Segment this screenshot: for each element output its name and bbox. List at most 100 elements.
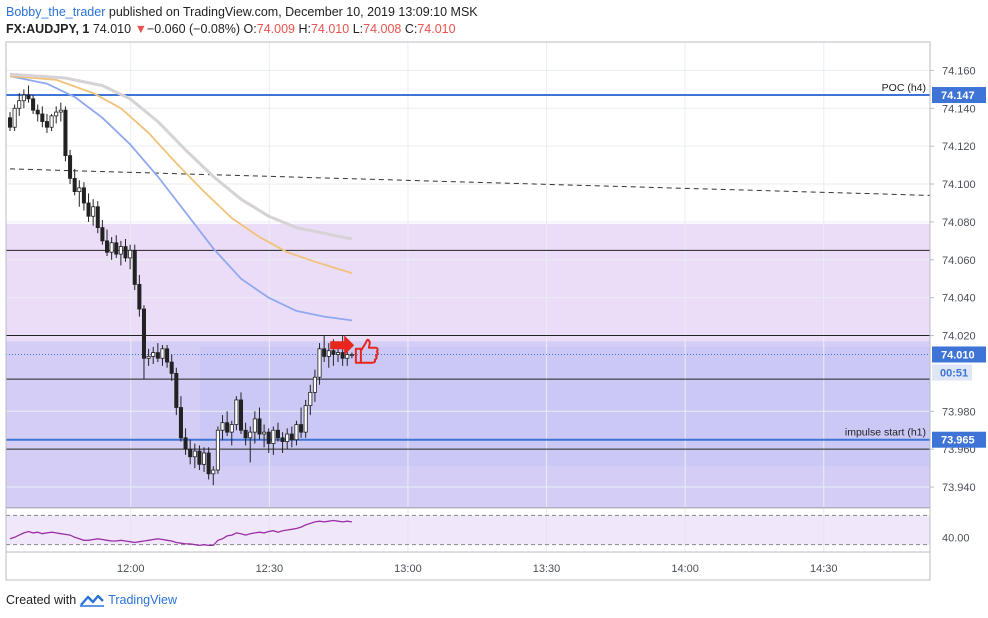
moving-average-ma_fast — [9, 75, 353, 322]
axes-layer: 74.160 74.140 74.120 74.100 74.080 74.060 74.0… — [5, 41, 986, 581]
candle-body-22 — [109, 242, 114, 253]
footer: Created with TradingView — [6, 593, 177, 607]
candle-body-13 — [68, 155, 73, 179]
candle-body-3 — [21, 94, 26, 102]
candle-body-38 — [183, 437, 188, 450]
candle-body-25 — [123, 246, 128, 259]
candle-body-19 — [95, 206, 100, 229]
candle-body-59 — [280, 437, 285, 443]
candle-body-54 — [257, 418, 262, 435]
candle-body-63 — [299, 424, 304, 433]
red-arrow-icon — [330, 335, 355, 356]
candle-body-9 — [49, 115, 54, 128]
candle-body-43 — [206, 452, 211, 475]
x-tick-label-4: 14:00 — [671, 563, 699, 575]
current-price-tag-text: 74.010 — [941, 349, 975, 361]
candle-body-40 — [192, 450, 197, 458]
candle-body-34 — [165, 348, 170, 363]
open-value: 74.009 — [256, 22, 295, 36]
countdown-tag — [932, 364, 972, 381]
y-tick-label-0: 74.160 — [942, 65, 976, 77]
y-tick-label-7: 74.020 — [942, 331, 976, 343]
change-value: −0.060 (−0.08%) — [146, 22, 241, 36]
x-tick-label-2: 13:00 — [394, 563, 422, 575]
y-tick-label-6: 74.040 — [942, 293, 976, 305]
candle-body-8 — [44, 121, 49, 128]
y-tick-label-3: 74.100 — [942, 179, 976, 191]
annotations-layer — [330, 335, 379, 364]
low-value: 74.008 — [363, 22, 402, 36]
moving-averages-layer — [9, 72, 353, 322]
tradingview-brand-link[interactable]: TradingView — [108, 593, 177, 607]
candle-body-74 — [349, 354, 354, 356]
candle-body-64 — [303, 405, 308, 433]
y-tick-label-8: 73.980 — [942, 406, 976, 418]
close-label: C: — [404, 22, 418, 36]
candle-body-23 — [114, 242, 119, 255]
published-text: published on TradingView.com, December 1… — [108, 5, 478, 19]
level-price-tag-text-1: 73.965 — [941, 435, 975, 447]
candle-body-42 — [202, 452, 207, 465]
y-tick-label-10: 73.940 — [942, 482, 976, 494]
candle-body-4 — [26, 94, 31, 100]
level-price-tag-text-0: 74.147 — [941, 90, 975, 102]
candle-body-0 — [7, 117, 13, 128]
countdown-tag-text: 00:51 — [940, 367, 968, 379]
moving-average-ma_slow — [9, 72, 353, 241]
open-label: O: — [243, 22, 257, 36]
candle-body-50 — [238, 399, 244, 431]
candle-body-11 — [58, 109, 63, 113]
candle-body-45 — [215, 429, 220, 471]
candle-body-44 — [211, 469, 216, 475]
candle-body-56 — [266, 431, 271, 444]
candle-body-18 — [91, 206, 96, 217]
candle-body-6 — [35, 109, 40, 115]
symbol-label: FX:AUDJPY, 1 — [6, 22, 90, 36]
candle-body-31 — [151, 352, 156, 357]
high-value: 74.010 — [310, 22, 350, 36]
candle-body-62 — [294, 424, 299, 441]
thumbs-up-icon — [354, 338, 379, 364]
candle-body-67 — [317, 348, 322, 378]
dashed-trendline — [9, 168, 931, 196]
author-name[interactable]: Bobby_the_trader — [6, 5, 106, 19]
x-tick-label-3: 13:30 — [533, 563, 561, 575]
change-arrow-icon: ▼ — [134, 22, 147, 36]
candle-body-1 — [12, 107, 17, 128]
zones-layer — [6, 223, 931, 508]
zone-blue-2 — [200, 346, 931, 467]
candle-body-70 — [331, 350, 336, 355]
y-tick-label-1: 74.140 — [942, 103, 976, 115]
moving-average-ma_mid — [9, 75, 353, 274]
candle-body-32 — [155, 352, 160, 359]
rsi-line — [9, 519, 352, 547]
rsi-tick-label: 40.00 — [942, 532, 970, 544]
y-tick-label-2: 74.120 — [942, 141, 976, 153]
candle-body-37 — [178, 407, 183, 439]
candle-body-72 — [340, 352, 345, 359]
candle-body-27 — [132, 249, 137, 285]
ohlc-line: FX:AUDJPY, 1 74.010 ▼−0.060 (−0.08%) O:7… — [6, 22, 456, 36]
candle-body-12 — [63, 109, 68, 157]
candle-body-33 — [160, 348, 165, 359]
candle-body-53 — [252, 418, 257, 433]
candle-body-60 — [285, 433, 290, 443]
candle-body-17 — [86, 202, 91, 217]
candles-layer — [7, 85, 354, 486]
candle-body-16 — [81, 187, 86, 204]
rsi-pane — [6, 507, 930, 547]
candle-body-46 — [220, 422, 225, 431]
candle-body-66 — [312, 376, 317, 393]
candle-body-73 — [345, 354, 350, 359]
candle-body-58 — [275, 429, 280, 439]
candle-body-30 — [146, 355, 151, 359]
x-tick-label-1: 12:30 — [256, 563, 284, 575]
candle-body-47 — [225, 422, 230, 433]
candle-body-52 — [248, 431, 253, 439]
y-tick-label-4: 74.080 — [942, 217, 976, 229]
candle-body-7 — [40, 113, 45, 122]
candle-body-49 — [234, 399, 239, 425]
low-label: L: — [352, 22, 364, 36]
tradingview-logo-icon — [80, 594, 105, 607]
